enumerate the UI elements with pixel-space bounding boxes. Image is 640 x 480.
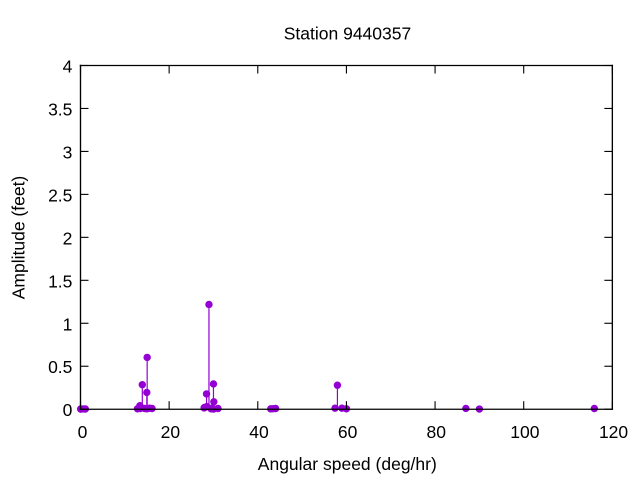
svg-text:2.5: 2.5 (48, 185, 72, 205)
svg-text:0: 0 (63, 400, 73, 420)
svg-text:40: 40 (249, 422, 269, 442)
svg-text:3.5: 3.5 (48, 99, 72, 119)
svg-text:80: 80 (427, 422, 447, 442)
svg-text:Amplitude (feet): Amplitude (feet) (9, 176, 29, 300)
svg-text:Station 9440357: Station 9440357 (284, 24, 411, 44)
svg-text:0: 0 (78, 422, 88, 442)
svg-text:1: 1 (63, 314, 73, 334)
svg-text:Angular speed (deg/hr): Angular speed (deg/hr) (258, 454, 437, 474)
svg-text:60: 60 (338, 422, 358, 442)
svg-text:120: 120 (599, 422, 628, 442)
svg-text:0.5: 0.5 (48, 357, 72, 377)
svg-text:1.5: 1.5 (48, 271, 72, 291)
svg-text:3: 3 (63, 142, 73, 162)
svg-text:4: 4 (63, 57, 73, 77)
svg-text:2: 2 (63, 228, 73, 248)
svg-text:20: 20 (161, 422, 181, 442)
svg-text:100: 100 (510, 422, 539, 442)
